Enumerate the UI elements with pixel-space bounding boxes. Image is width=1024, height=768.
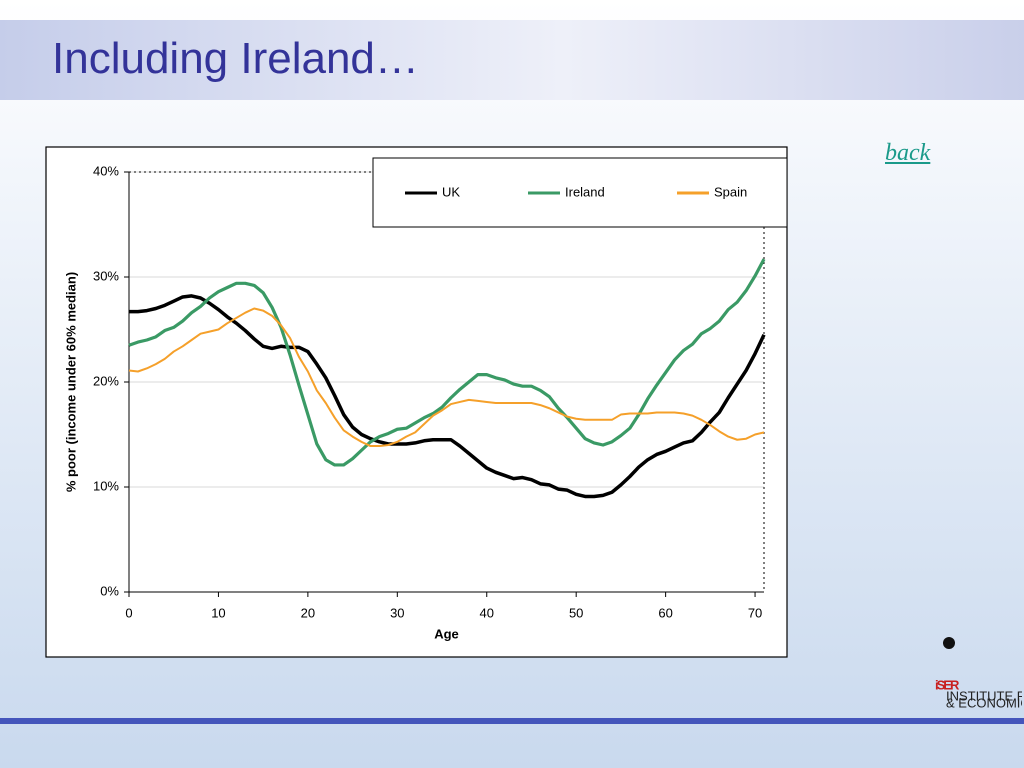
series-line (129, 294, 766, 499)
y-tick-label: 30% (93, 268, 119, 283)
x-tick-label: 70 (748, 605, 762, 620)
x-tick-label: 30 (390, 605, 404, 620)
bottom-rule (0, 718, 1024, 724)
legend-label: Spain (714, 184, 747, 199)
logo-dot (943, 637, 955, 649)
slide-title: Including Ireland… (52, 34, 419, 83)
x-tick-label: 10 (211, 605, 225, 620)
x-tick-label: 0 (125, 605, 132, 620)
y-tick-label: 40% (93, 163, 119, 178)
y-tick-label: 10% (93, 478, 119, 493)
legend: UK Ireland Spain (372, 157, 788, 228)
x-tick-label: 20 (301, 605, 315, 620)
x-axis-title: Age (434, 626, 459, 641)
logo: iSER INSTITUTE FOR SOCIAL & ECONOMIC RES… (935, 637, 1022, 710)
chart-frame (45, 146, 788, 658)
y-tick-label: 20% (93, 373, 119, 388)
x-tick-label: 50 (569, 605, 583, 620)
back-link[interactable]: back (885, 140, 931, 166)
series-line (128, 307, 765, 448)
x-tick-label: 40 (480, 605, 494, 620)
logo-name: iSER (935, 677, 960, 692)
title-band (0, 20, 1024, 100)
x-tick-label: 60 (658, 605, 672, 620)
y-axis-title: % poor (income under 60% median) (63, 272, 78, 492)
logo-line: INSTITUTE FOR SOCIAL (946, 688, 1022, 703)
legend-label: Ireland (565, 184, 605, 199)
legend-box (372, 157, 788, 228)
series-line (128, 258, 766, 467)
logo-line: & ECONOMIC RESEARCH (946, 695, 1022, 710)
legend-label: UK (442, 184, 460, 199)
y-tick-label: 0% (100, 583, 119, 598)
